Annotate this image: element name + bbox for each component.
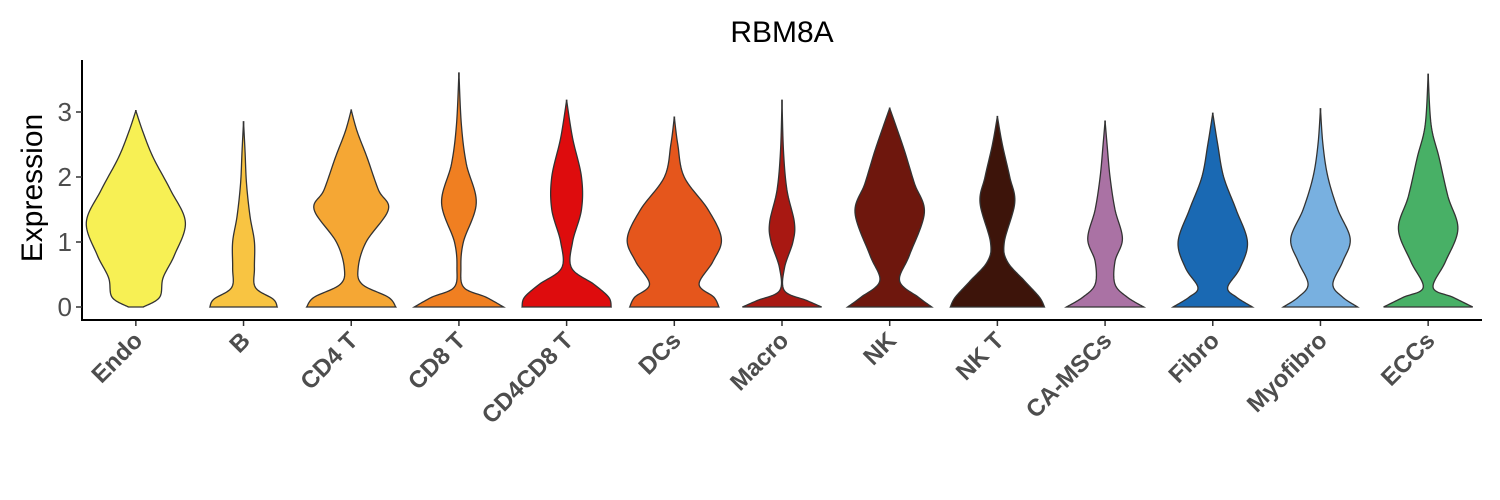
x-tick-label: CD4 T <box>295 327 363 395</box>
chart-title: RBM8A <box>730 16 833 49</box>
violin-macro <box>742 99 822 308</box>
violin-eccs <box>1383 73 1474 308</box>
violin-cd8-t <box>411 72 506 308</box>
violin-nk-t <box>949 115 1046 308</box>
violin-cd4-t <box>305 109 398 308</box>
violin-cd4cd8-t <box>521 99 612 308</box>
violin-fibro <box>1170 112 1255 308</box>
violin-myofibro <box>1281 108 1360 308</box>
x-tick-label: Myofibro <box>1242 327 1333 418</box>
x-tick-label: CD8 T <box>403 327 471 395</box>
y-tick-label: 3 <box>58 97 72 127</box>
x-tick-label: Fibro <box>1163 327 1225 389</box>
violin-layer <box>85 72 1474 308</box>
x-tick-label: B <box>224 327 255 358</box>
violin-b <box>208 121 279 308</box>
x-tick-label: CA-MSCs <box>1021 327 1117 423</box>
x-tick-label: Macro <box>725 327 794 396</box>
y-tick-label: 1 <box>58 227 72 257</box>
y-tick-label: 0 <box>58 292 72 322</box>
violin-dcs <box>626 116 723 308</box>
x-tick-label: ECCs <box>1376 327 1440 391</box>
x-tick-label: DCs <box>634 327 687 380</box>
x-tick-label: NK T <box>951 327 1010 386</box>
y-axis-label: Expression <box>16 114 49 262</box>
y-tick-label: 2 <box>58 162 72 192</box>
y-axis: 0 1 2 3 <box>58 60 83 322</box>
x-axis: Endo B CD4 T CD8 T CD4CD8 T DCs Macro NK NK T CA-… <box>81 319 1482 429</box>
violin-nk <box>845 107 934 308</box>
violin-ca-mscs <box>1064 120 1147 308</box>
x-tick-label: CD4CD8 T <box>477 327 579 429</box>
x-tick-label: NK <box>858 327 902 371</box>
x-tick-label: Endo <box>87 327 149 389</box>
violin-endo <box>85 110 187 308</box>
